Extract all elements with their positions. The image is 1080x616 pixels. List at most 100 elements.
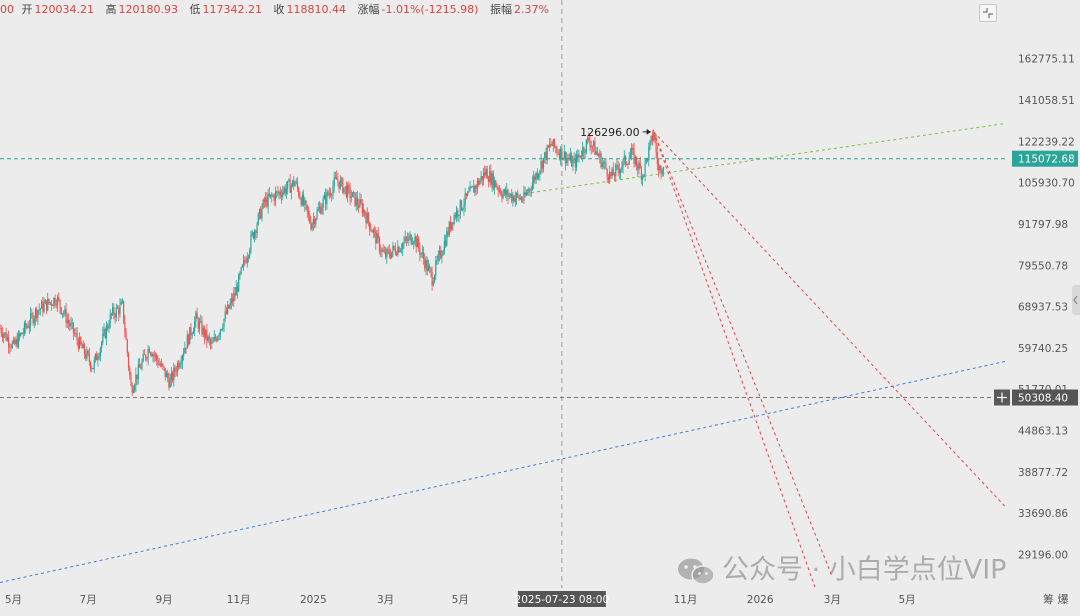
candle-body [383,251,385,253]
expand-button[interactable] [979,4,997,22]
candle-body [634,156,636,164]
candle-body [408,236,410,241]
ohlc-prefix: 00 [0,3,14,16]
candle-body [27,326,29,328]
candle-body [413,241,415,244]
candle-body [425,260,427,269]
candle-body [475,185,477,189]
candle-body [542,157,545,169]
candle-body [622,159,624,167]
candle-body [56,297,59,306]
candle-body [134,385,136,390]
candle-body [229,303,231,309]
candle-body [315,218,317,225]
candle-body [389,255,392,258]
candle-body [240,267,242,274]
candle-body [181,355,183,363]
candle-body [69,322,71,327]
candle-body [375,230,377,244]
candle-body [593,141,595,147]
y-tick-label: 122239.22 [1018,136,1075,148]
candle-body [280,194,283,197]
candle-body [430,268,432,273]
price-label-box [1012,389,1078,406]
y-tick-label: 162775.11 [1018,54,1075,66]
candle-body [115,307,117,318]
candle-body [512,195,514,201]
candle-body [549,143,551,148]
y-tick-label: 79550.78 [1018,260,1068,272]
candle-body [546,145,548,160]
candle-body [96,353,98,361]
candle-body [147,348,149,359]
candle-body [633,149,635,164]
candle-body [255,230,257,234]
candle-body [599,153,601,157]
candle-body [97,358,99,361]
candle-body [400,249,403,250]
candle-body [562,158,564,160]
candle-body [470,186,472,188]
candle-body [88,353,90,362]
candle-body [242,260,245,265]
x-tick-label: 7月 [80,594,97,606]
candle-body [626,164,628,165]
candle-body [378,237,381,251]
candle-body [460,200,463,210]
candle-body [283,187,285,192]
candle-body [99,348,101,357]
change-value: -1.01%(-1215.98) [381,3,479,16]
candle-body [517,193,519,196]
candle-body [0,328,2,334]
candle-body [216,338,218,341]
candle-body [520,197,523,201]
candle-body [142,354,144,362]
candle-body [656,152,658,165]
candle-body [266,197,268,207]
candle-body [37,310,39,318]
candle-body [235,286,237,296]
candle-body [455,210,458,218]
candle-body [506,189,508,196]
candle-body [26,326,28,328]
candle-body [33,318,35,324]
expand-icon [983,8,993,18]
candle-body [282,191,284,197]
candle-body [367,212,370,222]
candle-body [54,297,56,305]
candle-body [607,176,609,180]
side-panel-toggle[interactable] [1072,285,1080,315]
candle-body [194,321,196,332]
candle-body [431,272,433,286]
candle-body [643,174,645,177]
candle-body [300,198,302,206]
candle-body [260,208,262,219]
candle-body [509,193,512,196]
candle-body [618,169,621,173]
candle-body [530,189,532,191]
high-label: 高 [105,3,117,16]
candle-body [589,140,591,148]
candle-body [362,210,365,214]
candle-body [342,178,344,193]
candle-body [350,196,352,199]
candle-body [645,158,647,162]
candle-body [535,172,537,181]
candle-body [320,206,322,214]
candle-body [373,229,376,231]
candle-body [145,355,147,359]
candle-body [371,230,373,233]
candle-body [411,243,414,245]
candle-body [568,158,570,160]
candle-body [462,208,464,210]
candle-body [152,354,154,357]
candle-body [39,308,41,310]
candle-body [655,140,657,153]
candle-body [206,329,208,341]
candle-body [102,333,104,343]
candle-body [496,186,498,188]
candle-body [219,329,221,335]
candle-body [265,197,267,202]
